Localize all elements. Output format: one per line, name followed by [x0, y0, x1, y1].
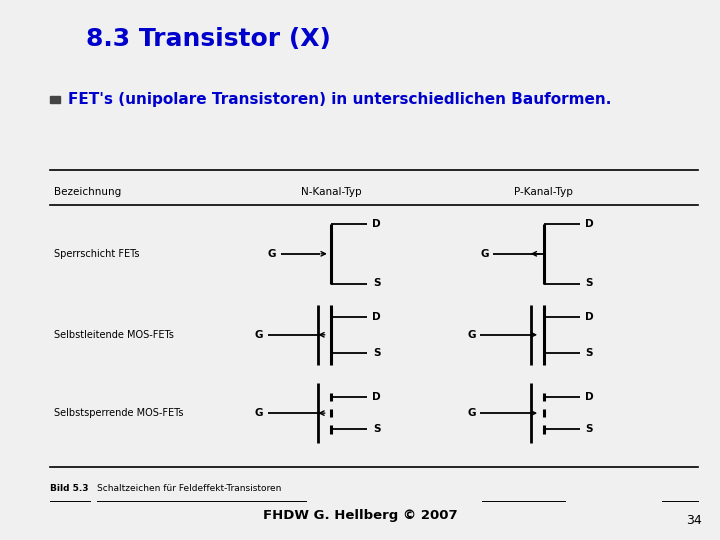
- Text: Schaltzeichen für Feldeffekt-Transistoren: Schaltzeichen für Feldeffekt-Transistore…: [97, 484, 282, 493]
- Text: 34: 34: [686, 514, 702, 526]
- Text: Sperrschicht FETs: Sperrschicht FETs: [54, 249, 140, 259]
- Text: G: G: [255, 408, 264, 418]
- Text: S: S: [585, 424, 593, 435]
- Text: Selbstsperrende MOS-FETs: Selbstsperrende MOS-FETs: [54, 408, 184, 418]
- Text: S: S: [585, 279, 593, 288]
- Text: D: D: [585, 392, 593, 402]
- Text: 8.3 Transistor (X): 8.3 Transistor (X): [86, 27, 331, 51]
- Text: G: G: [480, 249, 489, 259]
- Text: Bild 5.3: Bild 5.3: [50, 484, 89, 493]
- Bar: [50, 97, 60, 104]
- Text: S: S: [373, 348, 380, 357]
- Text: D: D: [372, 219, 381, 229]
- Text: N-Kanal-Typ: N-Kanal-Typ: [301, 187, 361, 197]
- Text: G: G: [467, 330, 476, 340]
- Text: Selbstleitende MOS-FETs: Selbstleitende MOS-FETs: [54, 330, 174, 340]
- Text: Bezeichnung: Bezeichnung: [54, 187, 121, 197]
- Text: P-Kanal-Typ: P-Kanal-Typ: [514, 187, 573, 197]
- Text: FHDW G. Hellberg © 2007: FHDW G. Hellberg © 2007: [263, 509, 457, 522]
- Text: D: D: [585, 312, 593, 322]
- Text: G: G: [268, 249, 276, 259]
- Text: S: S: [373, 424, 380, 435]
- Text: G: G: [255, 330, 264, 340]
- Text: FET's (unipolare Transistoren) in unterschiedlichen Bauformen.: FET's (unipolare Transistoren) in unters…: [68, 92, 612, 107]
- Text: G: G: [467, 408, 476, 418]
- Text: D: D: [585, 219, 593, 229]
- Text: D: D: [372, 312, 381, 322]
- Text: S: S: [373, 279, 380, 288]
- Text: S: S: [585, 348, 593, 357]
- Text: D: D: [372, 392, 381, 402]
